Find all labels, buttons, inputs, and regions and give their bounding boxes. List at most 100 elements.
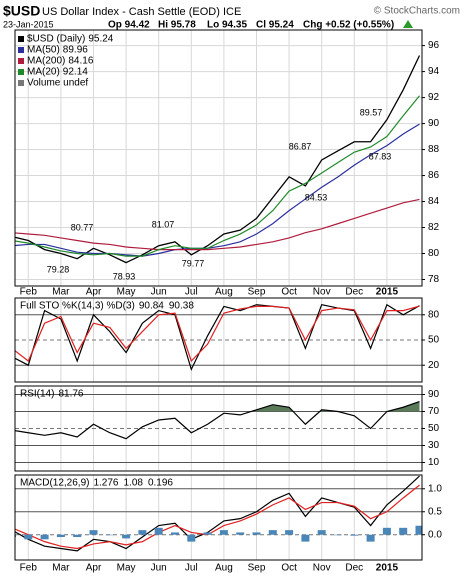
y-tick-label: 96 xyxy=(428,40,440,51)
up-arrow xyxy=(403,20,413,28)
price-annotation: 89.57 xyxy=(360,107,383,117)
histogram-bar xyxy=(24,534,33,540)
histogram-bar xyxy=(366,534,375,542)
legend-name: MA(200) xyxy=(27,56,65,67)
panel-frame xyxy=(14,385,423,472)
histogram-bar xyxy=(350,534,359,536)
legend-value: 89.96 xyxy=(63,45,88,56)
y-tick-label: 80 xyxy=(428,248,440,259)
price-annotation: 81.07 xyxy=(152,219,175,229)
y-tick-label: 80 xyxy=(428,309,440,320)
histogram-bar xyxy=(203,532,212,535)
x-tick-label: Jun xyxy=(151,287,167,298)
histogram-bar xyxy=(138,530,147,535)
histogram-bar xyxy=(415,525,422,535)
series-line xyxy=(15,198,420,251)
histogram-bar xyxy=(89,530,98,535)
y-tick-label: 10 xyxy=(428,457,440,468)
x-tick-label: 2015 xyxy=(376,287,399,298)
panel-value: 1.276 xyxy=(93,478,118,489)
histogram-bar xyxy=(252,532,261,535)
price-annotation: 86.87 xyxy=(289,141,312,151)
price-annotation: 79.77 xyxy=(182,258,205,268)
price-annotation: 79.28 xyxy=(47,264,70,274)
y-tick-label: 78 xyxy=(428,274,440,285)
histogram-bar xyxy=(317,530,326,535)
panel-value: 90.38 xyxy=(169,301,194,312)
legend-swatch xyxy=(18,80,24,86)
x-tick-label: Mar xyxy=(52,563,70,574)
price-annotation: 87.83 xyxy=(369,151,392,161)
y-tick-label: 90 xyxy=(428,389,440,400)
x-tick-label: Oct xyxy=(281,287,297,298)
histogram-bar xyxy=(285,530,294,535)
y-tick-label: 86 xyxy=(428,170,440,181)
legend-extra: Volume undef xyxy=(27,78,88,89)
x-tick-label: Nov xyxy=(313,563,331,574)
x-tick-label: Jun xyxy=(151,563,167,574)
x-tick-label: Feb xyxy=(20,287,38,298)
legend-swatch xyxy=(18,58,24,64)
watermark[interactable]: © StockCharts.com xyxy=(374,6,460,17)
x-tick-label: Dec xyxy=(345,563,363,574)
quote-change: Chg +0.52 (+0.55%) xyxy=(303,20,394,31)
x-tick-label: Aug xyxy=(215,287,233,298)
x-tick-label: Dec xyxy=(345,287,363,298)
histogram-bar xyxy=(187,534,196,542)
y-tick-label: 88 xyxy=(428,144,440,155)
legend-name: $USD (Daily) xyxy=(27,34,85,45)
series-line xyxy=(15,305,420,363)
legend-value: 92.14 xyxy=(63,67,88,78)
y-tick-label: 90 xyxy=(428,118,440,129)
price-annotation: 84.53 xyxy=(305,192,328,202)
panel-frame xyxy=(14,297,423,383)
histogram-bar xyxy=(122,534,131,539)
quote-date: 23-Jan-2015 xyxy=(3,19,54,29)
instrument-name: US Dollar Index - Cash Settle (EOD) ICE xyxy=(42,6,241,18)
y-tick-label: 84 xyxy=(428,196,440,207)
panel-title: RSI(14) xyxy=(20,389,54,400)
legend-swatch xyxy=(18,69,24,75)
x-tick-label: Mar xyxy=(52,287,70,298)
series-line xyxy=(15,475,420,552)
y-tick-label: 1.0 xyxy=(428,483,442,494)
histogram-bar xyxy=(236,532,245,535)
series-line xyxy=(15,123,420,257)
symbol: $USD xyxy=(3,3,40,19)
y-tick-label: 0.5 xyxy=(428,506,442,517)
series-line xyxy=(15,484,420,550)
series-line xyxy=(15,95,420,257)
legend-value: 84.16 xyxy=(68,56,93,67)
x-tick-label: Jul xyxy=(185,287,198,298)
price-annotation: 80.77 xyxy=(71,222,94,232)
quote-close: Cl 95.24 xyxy=(256,20,294,31)
histogram-bar xyxy=(56,534,65,538)
legend-swatch xyxy=(18,47,24,53)
histogram-bar xyxy=(301,534,310,542)
panel-value: 0.196 xyxy=(148,478,173,489)
x-tick-label: Nov xyxy=(313,287,331,298)
x-tick-label: Jul xyxy=(185,563,198,574)
histogram-bar xyxy=(399,527,408,535)
x-tick-label: May xyxy=(117,287,136,298)
x-tick-label: Feb xyxy=(20,563,38,574)
x-tick-label: Oct xyxy=(281,563,297,574)
panel-value: 90.84 xyxy=(139,301,164,312)
legend-name: MA(20) xyxy=(27,67,60,78)
y-tick-label: 20 xyxy=(428,360,440,371)
legend-swatch xyxy=(18,36,24,42)
price-annotation: 78.93 xyxy=(113,271,136,281)
histogram-bar xyxy=(268,530,277,535)
histogram-bar xyxy=(334,534,342,536)
quote-low: Lo 94.35 xyxy=(207,20,247,31)
x-tick-label: Apr xyxy=(86,287,102,298)
histogram-bar xyxy=(154,527,163,535)
panel-frame xyxy=(14,474,423,561)
panel-title: MACD(12,26,9) xyxy=(20,478,89,489)
panel-value: 1.08 xyxy=(124,478,144,489)
quote-high: Hi 95.78 xyxy=(158,20,196,31)
series-line xyxy=(15,400,420,440)
histogram-bar xyxy=(382,527,391,535)
y-tick-label: 70 xyxy=(428,406,440,417)
